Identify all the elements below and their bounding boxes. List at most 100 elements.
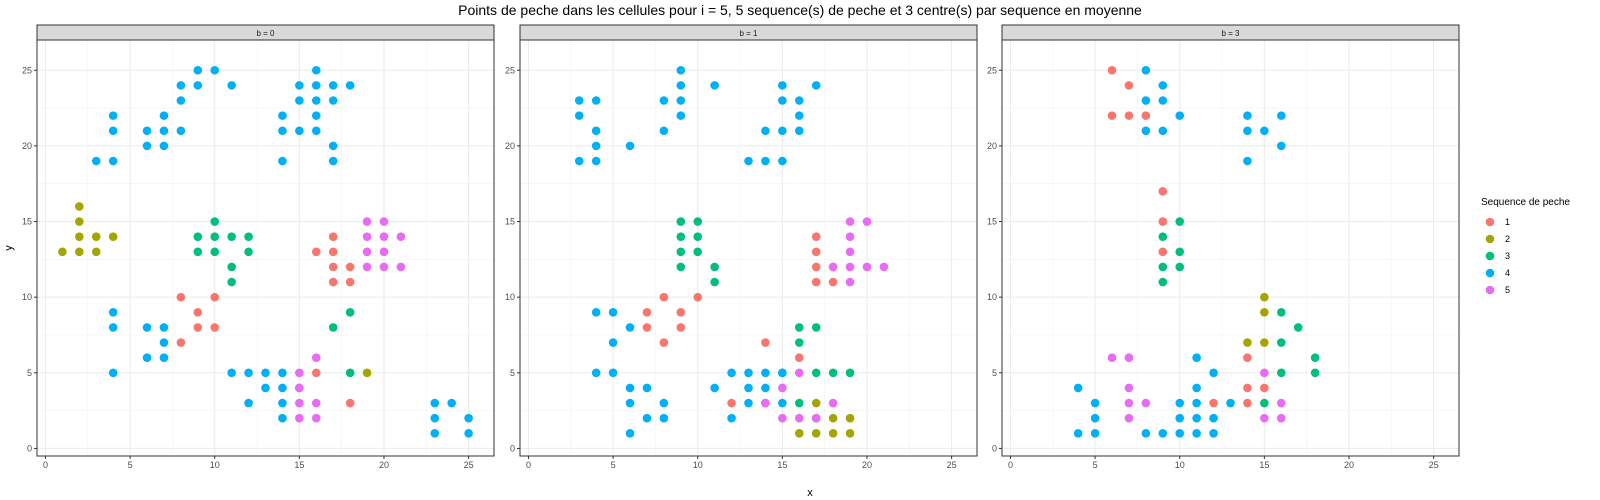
data-point [210, 323, 220, 332]
data-point [761, 383, 770, 393]
data-point [311, 413, 321, 423]
data-point [710, 277, 719, 287]
data-point [744, 383, 753, 393]
data-point [1293, 323, 1303, 332]
data-point [108, 307, 118, 317]
legend-key [1485, 234, 1495, 244]
data-point [210, 217, 220, 226]
data-point [1090, 413, 1100, 423]
data-point [625, 398, 635, 408]
data-point [75, 247, 84, 257]
y-tick-label: 5 [510, 368, 515, 378]
data-point [845, 247, 855, 257]
data-point [379, 262, 389, 272]
data-point [1260, 398, 1269, 408]
data-point [862, 262, 872, 272]
data-point [845, 413, 855, 423]
data-point [159, 126, 169, 136]
x-tick-label: 10 [210, 460, 220, 470]
data-point [794, 429, 804, 438]
data-point [642, 307, 652, 317]
data-point [642, 413, 652, 423]
data-point [676, 81, 686, 90]
legend-key [1485, 251, 1495, 261]
y-tick-label: 15 [987, 217, 997, 227]
x-tick-label: 25 [947, 460, 957, 470]
data-point [1192, 383, 1201, 393]
x-tick-label: 20 [1344, 460, 1354, 470]
data-point [794, 398, 804, 408]
data-point [328, 96, 338, 105]
data-point [676, 111, 686, 120]
data-point [659, 126, 669, 136]
legend-item: 1 [1485, 217, 1510, 227]
data-point [828, 262, 838, 272]
data-point [159, 353, 169, 362]
data-point [176, 126, 186, 136]
x-tick-label: 0 [526, 460, 531, 470]
data-point [278, 383, 287, 393]
panel-border [1001, 39, 1460, 457]
data-point [727, 398, 736, 408]
data-point [1192, 429, 1201, 438]
data-point [1175, 111, 1185, 120]
data-point [1276, 368, 1286, 378]
data-point [345, 307, 355, 317]
data-point [1175, 413, 1185, 423]
data-point [778, 156, 787, 166]
data-point [1158, 247, 1168, 257]
x-tick-label: 15 [777, 460, 787, 470]
data-point [574, 96, 584, 105]
data-point [193, 65, 203, 75]
data-point [1175, 398, 1185, 408]
data-point [1243, 126, 1252, 136]
data-point [108, 156, 118, 166]
data-point [1243, 111, 1252, 120]
data-point [362, 217, 372, 226]
data-point [811, 277, 821, 287]
data-point [227, 368, 236, 378]
data-point [608, 368, 618, 378]
data-point [1276, 141, 1286, 151]
data-point [710, 81, 719, 90]
data-point [210, 247, 220, 257]
data-point [227, 81, 236, 90]
data-point [210, 65, 220, 75]
data-point [625, 383, 635, 393]
data-point [311, 111, 321, 120]
data-point [676, 307, 686, 317]
x-tick-label: 15 [1259, 460, 1269, 470]
data-point [794, 353, 804, 362]
data-point [1260, 368, 1269, 378]
data-point [396, 232, 406, 241]
data-point [345, 277, 355, 287]
data-point [244, 232, 253, 241]
data-point [278, 368, 287, 378]
legend-label: 2 [1505, 234, 1510, 244]
x-tick-label: 20 [862, 460, 872, 470]
data-point [193, 247, 203, 257]
data-point [591, 156, 601, 166]
data-point [778, 96, 787, 105]
data-point [710, 262, 719, 272]
y-tick-label: 0 [27, 443, 32, 453]
data-point [1175, 262, 1185, 272]
data-point [1158, 262, 1168, 272]
data-point [142, 141, 152, 151]
data-point [278, 156, 287, 166]
legend: Sequence de peche 1 2 3 4 5 [1481, 197, 1570, 295]
data-point [1209, 368, 1218, 378]
panel-background [1002, 40, 1459, 456]
data-point [1243, 156, 1252, 166]
data-point [345, 81, 355, 90]
data-point [778, 126, 787, 136]
x-tick-label: 20 [379, 460, 389, 470]
data-point [659, 96, 669, 105]
data-point [75, 202, 84, 211]
data-point [828, 413, 838, 423]
data-point [311, 126, 321, 136]
data-point [845, 277, 855, 287]
data-point [1243, 353, 1252, 362]
data-point [1209, 398, 1218, 408]
